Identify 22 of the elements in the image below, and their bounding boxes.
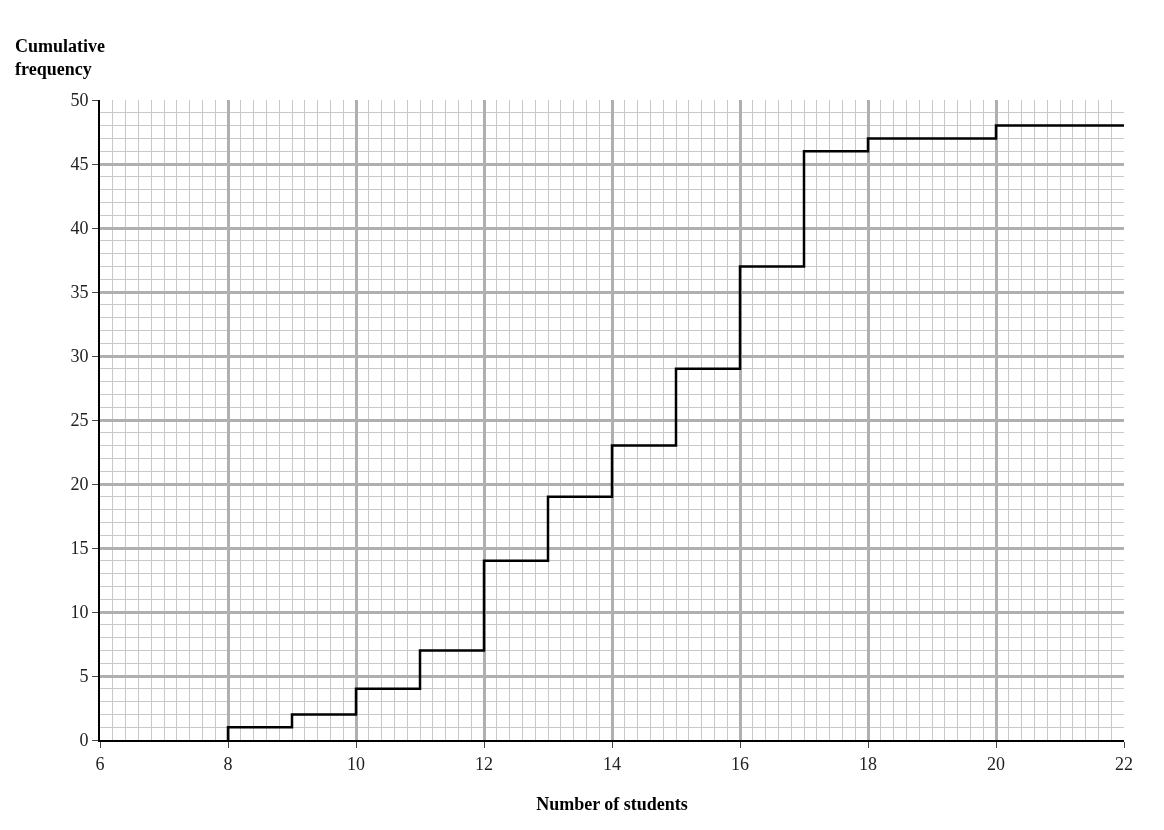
y-tick-label: 50 xyxy=(70,90,89,111)
y-tick-label: 10 xyxy=(70,602,89,623)
x-tick-label: 12 xyxy=(475,753,493,774)
y-tick-label: 5 xyxy=(79,666,89,687)
x-tick-label: 16 xyxy=(731,753,749,774)
y-tick-label: 20 xyxy=(70,474,89,495)
x-tick-label: 14 xyxy=(603,753,621,774)
x-tick-label: 18 xyxy=(859,753,877,774)
y-tick-label: 45 xyxy=(70,154,89,175)
y-axis-title: Cumulative frequency xyxy=(15,36,106,80)
y-tick-label: 0 xyxy=(79,730,89,751)
y-tick-label: 25 xyxy=(70,410,89,431)
x-tick-label: 8 xyxy=(223,753,233,774)
y-tick-label: 40 xyxy=(70,218,89,239)
x-tick-label: 10 xyxy=(347,753,365,774)
x-tick-label: 20 xyxy=(987,753,1005,774)
x-tick-label: 22 xyxy=(1115,753,1133,774)
x-axis-title: Number of students xyxy=(536,794,688,815)
y-tick-label: 15 xyxy=(70,538,89,559)
y-tick-label: 30 xyxy=(70,346,89,367)
x-tick-label: 6 xyxy=(95,753,105,774)
y-tick-label: 35 xyxy=(70,282,89,303)
